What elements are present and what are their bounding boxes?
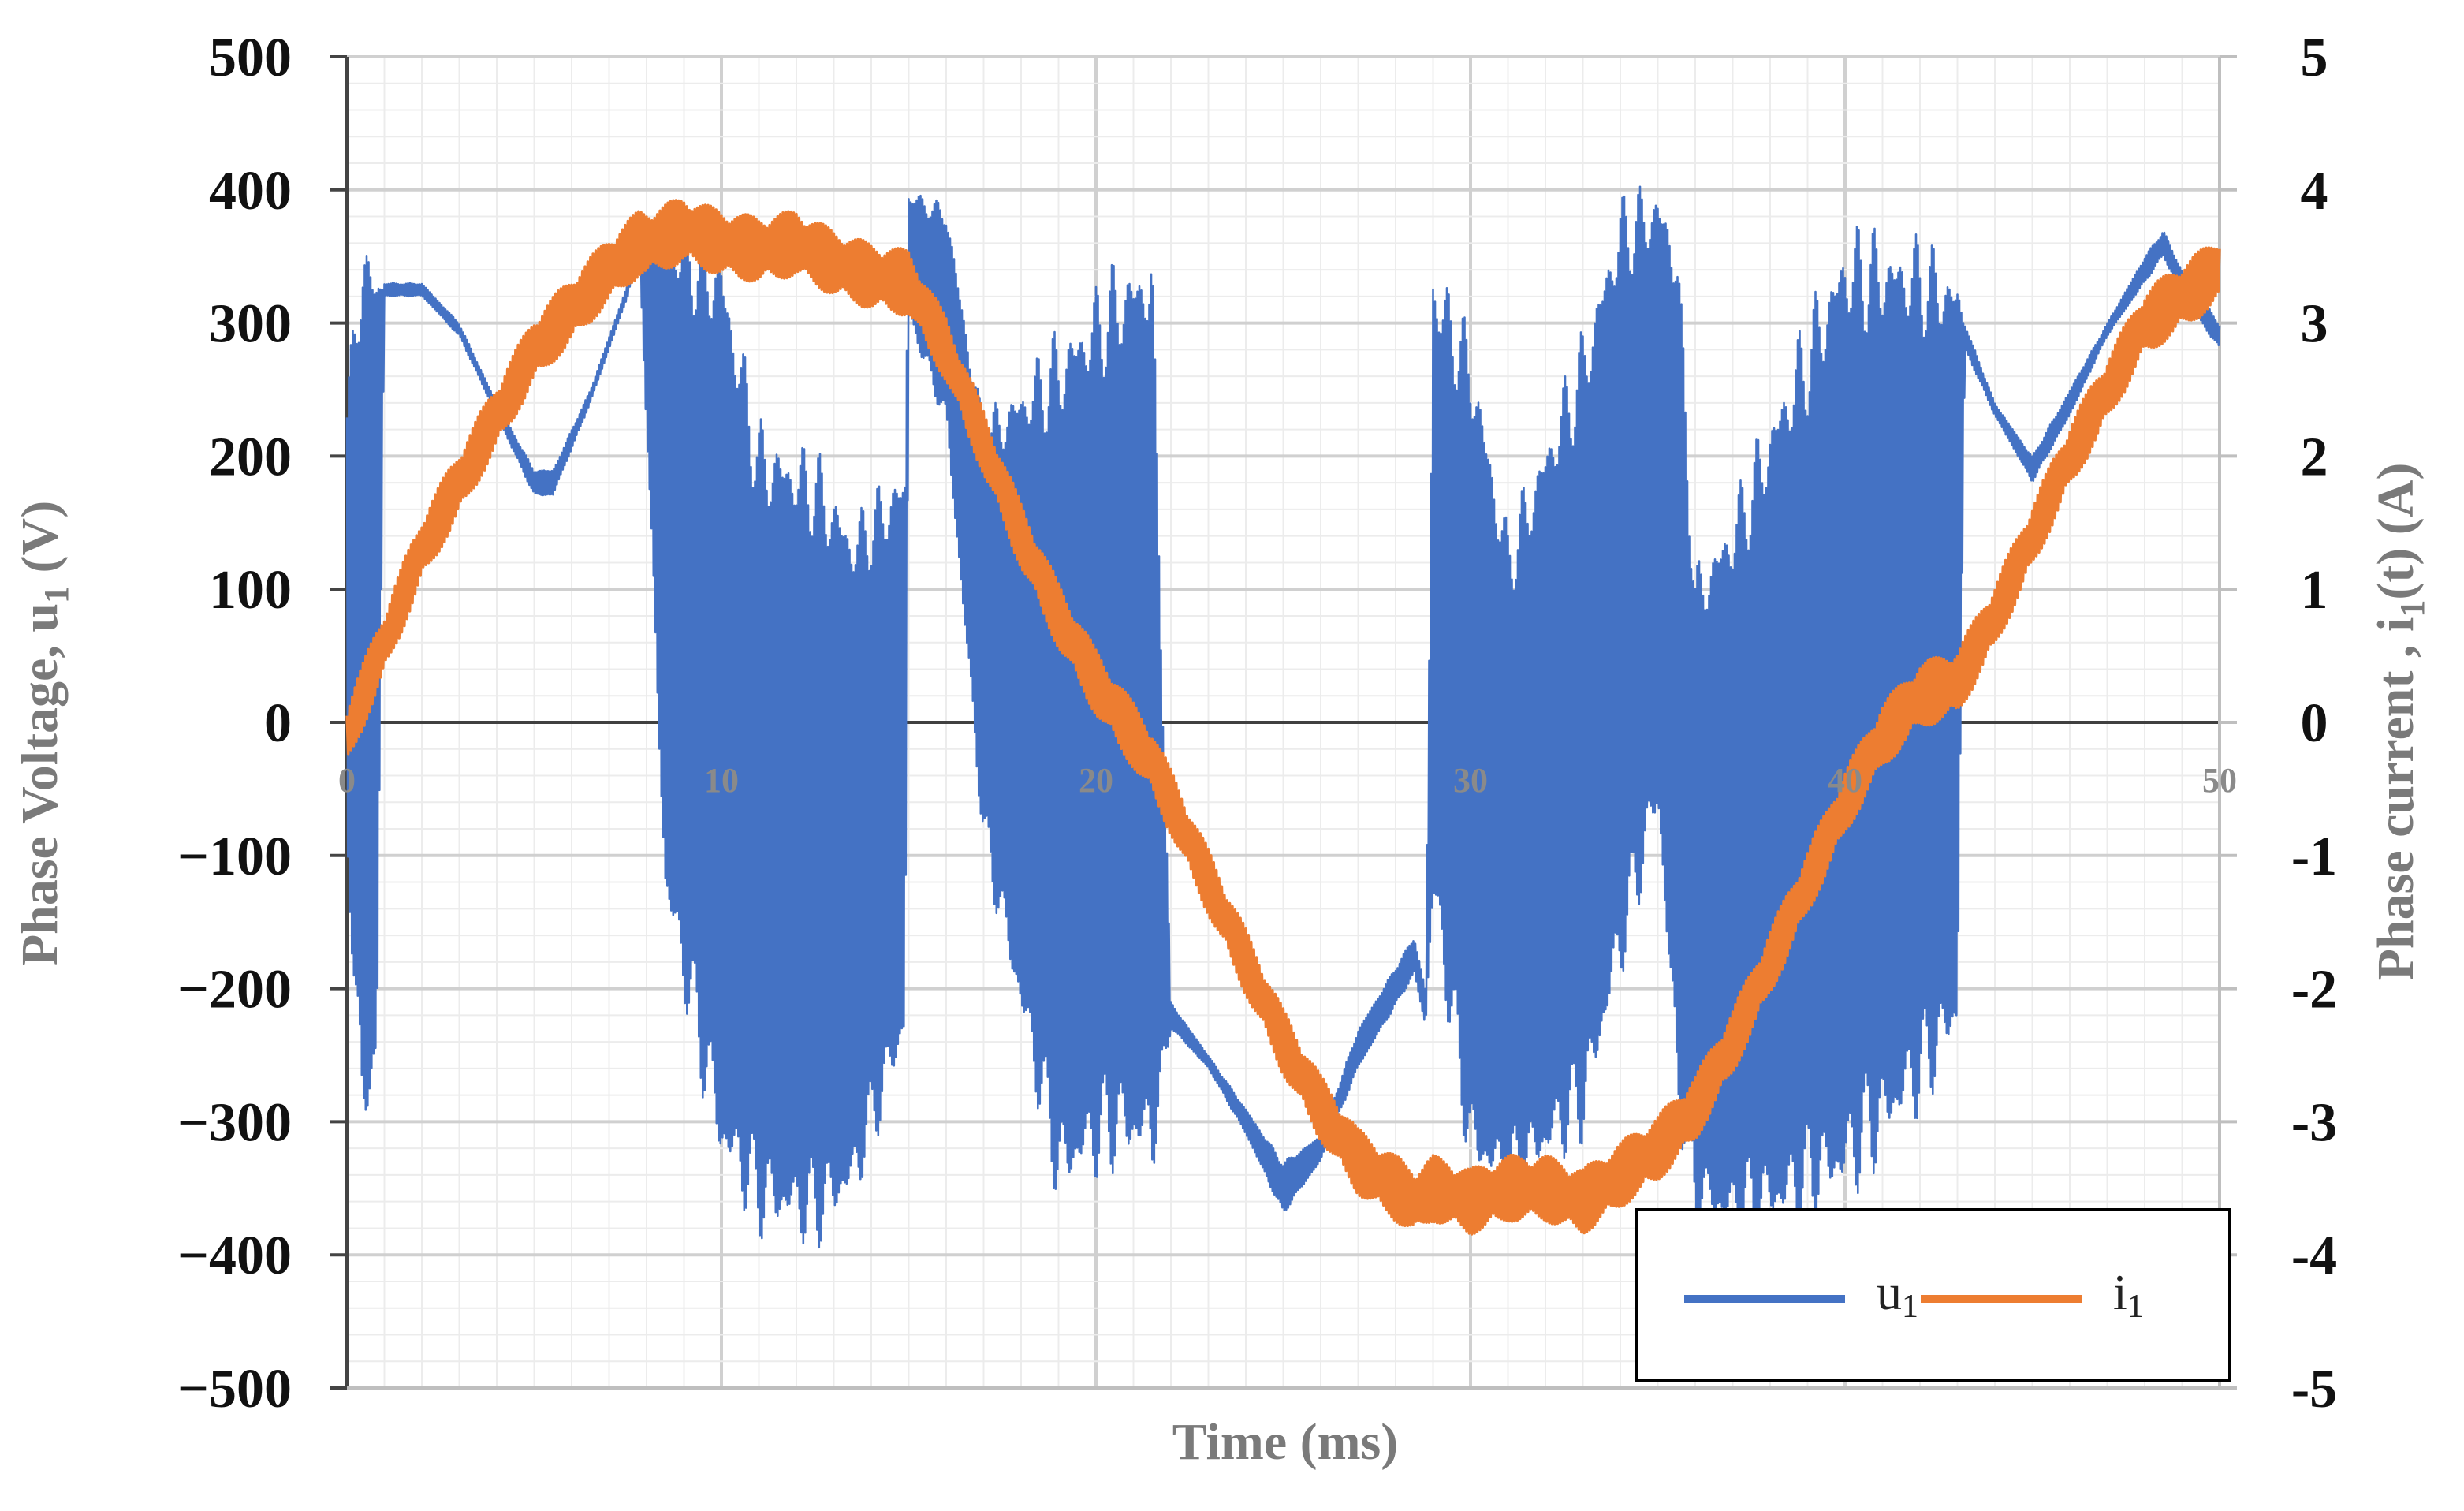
legend-u1-sub: 1 bbox=[1902, 1289, 1918, 1325]
y-right-title-end: (t) (A) bbox=[2367, 463, 2425, 600]
x-tick-label: 30 bbox=[1453, 761, 1488, 800]
legend-i1-label: i1 bbox=[2113, 1264, 2144, 1325]
series-u1-line bbox=[345, 185, 2221, 1249]
y-left-tick-label: 300 bbox=[209, 294, 292, 355]
y-right-tick-label: -5 bbox=[2291, 1359, 2337, 1420]
y-right-tick-label: -1 bbox=[2291, 826, 2337, 887]
x-tick-label: 20 bbox=[1079, 761, 1113, 800]
x-axis-title: Time (ms) bbox=[1172, 1413, 1399, 1471]
y-right-tick-label: 4 bbox=[2301, 161, 2328, 222]
x-tick-label: 40 bbox=[1828, 761, 1862, 800]
y-axis-left-title: Phase Voltage, u1 (V) bbox=[11, 501, 76, 966]
y-right-tick-label: 1 bbox=[2301, 560, 2328, 621]
y-axis-right-title: Phase current , i1(t) (A) bbox=[2367, 463, 2432, 981]
y-right-tick-label: 5 bbox=[2301, 28, 2328, 88]
y-right-title-sub: 1 bbox=[2393, 600, 2432, 617]
y-left-tick-label: 500 bbox=[209, 28, 292, 88]
y-right-tick-label: 0 bbox=[2301, 693, 2328, 754]
y-right-tick-label: 3 bbox=[2301, 294, 2328, 355]
y-left-tick-label: 200 bbox=[209, 427, 292, 487]
x-tick-label: 50 bbox=[2202, 761, 2237, 800]
y-left-tick-label: −200 bbox=[177, 960, 292, 1020]
y-right-tick-label: -4 bbox=[2291, 1226, 2337, 1286]
legend-i1-main: i bbox=[2113, 1264, 2127, 1320]
y-left-title-main: Phase Voltage, u bbox=[11, 603, 69, 966]
y-left-tick-label: −100 bbox=[177, 826, 292, 887]
series-i1-line bbox=[345, 199, 2221, 1236]
legend-u1-label: u1 bbox=[1877, 1264, 1918, 1325]
x-tick-label: 0 bbox=[338, 761, 356, 800]
legend-u1-main: u bbox=[1877, 1264, 1902, 1320]
series-layer bbox=[345, 185, 2221, 1249]
legend: u1 i1 bbox=[1635, 1208, 2231, 1382]
y-left-title-end: (V) bbox=[11, 501, 69, 586]
y-left-tick-label: 0 bbox=[264, 693, 292, 754]
y-left-title-sub: 1 bbox=[37, 586, 76, 603]
y-left-tick-label: −300 bbox=[177, 1092, 292, 1153]
y-right-tick-label: 2 bbox=[2301, 427, 2328, 487]
y-right-tick-label: -3 bbox=[2291, 1092, 2337, 1153]
tick-labels: 5004003002001000−100−200−300−400−5005432… bbox=[177, 28, 2337, 1420]
y-right-tick-label: -2 bbox=[2291, 960, 2337, 1020]
legend-i1-sub: 1 bbox=[2127, 1289, 2144, 1325]
y-left-tick-label: 100 bbox=[209, 560, 292, 621]
x-tick-label: 10 bbox=[704, 761, 739, 800]
y-right-title-main: Phase current , i bbox=[2367, 617, 2425, 981]
y-left-tick-label: −500 bbox=[177, 1359, 292, 1420]
y-left-tick-label: 400 bbox=[209, 161, 292, 222]
y-left-tick-label: −400 bbox=[177, 1226, 292, 1286]
